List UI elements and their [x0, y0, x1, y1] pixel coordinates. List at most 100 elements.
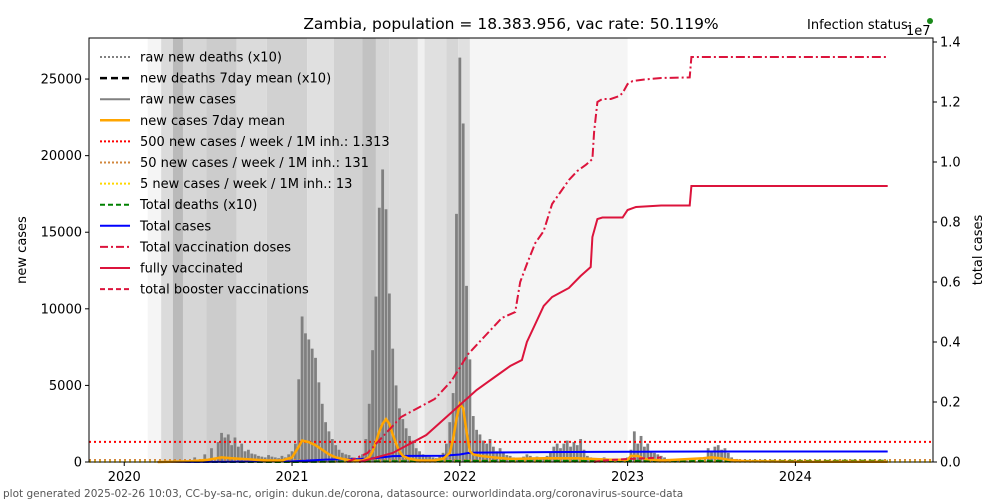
y-tick-label: 0 [74, 456, 82, 471]
booster-vaccinations-line [593, 456, 662, 463]
new-cases-bar [317, 382, 321, 462]
new-cases-bar [491, 446, 495, 462]
y-tick-label: 5000 [49, 379, 82, 394]
plot-frame [88, 37, 934, 463]
series-lines [157, 56, 888, 464]
new-cases-bar [337, 449, 341, 462]
legend-label: total booster vaccinations [140, 283, 309, 298]
new-cases-bar [243, 451, 247, 462]
new-cases-bar [233, 437, 237, 462]
new-cases-bar [401, 419, 405, 462]
y-right-tick-label: 0.8 [940, 216, 961, 231]
new-cases-bar [475, 429, 479, 462]
y-axis-right-ticks: 0.0 0.2 0.4 0.6 0.8 1.0 1.2 1.4 [933, 36, 961, 471]
new-cases-bar [247, 449, 250, 462]
y-tick-label: 25000 [41, 73, 82, 88]
x-tick-label: 2024 [779, 470, 812, 485]
legend-label: fully vaccinated [140, 262, 243, 277]
new-cases-bar [713, 446, 717, 462]
y-right-tick-label: 1.4 [940, 36, 961, 51]
x-tick-label: 2021 [275, 470, 308, 485]
new-cases-bar [542, 457, 546, 462]
y-axis-label: new cases [15, 216, 30, 284]
background-band [266, 38, 308, 462]
new-cases-bar [461, 123, 465, 462]
total-vaccination-doses-line [346, 56, 888, 463]
legend-label: new cases 7day mean [140, 114, 285, 129]
background-band [424, 38, 447, 462]
background-band [172, 38, 183, 462]
y-tick-label: 15000 [41, 226, 82, 241]
new-cases-bar [371, 350, 374, 462]
new-cases-bar [639, 435, 643, 462]
new-cases-bar [458, 57, 462, 463]
y-tick-label: 10000 [41, 302, 82, 317]
background-band [236, 38, 267, 462]
new-cases-bar [575, 445, 579, 462]
new-cases-bar [582, 449, 586, 462]
new-cases-bar [297, 379, 301, 462]
new-cases-bar [250, 453, 254, 462]
background-band [417, 38, 425, 462]
new-cases-bar [659, 455, 663, 462]
new-cases-bar [478, 434, 482, 462]
x-axis-ticks: 2020 2021 2022 2023 2024 [108, 462, 812, 485]
new-cases-bar [304, 333, 307, 462]
background-band [161, 38, 173, 462]
legend-label: raw new cases [140, 93, 236, 108]
new-cases-bar [716, 445, 720, 462]
total-deaths-line [157, 459, 888, 463]
y-right-tick-label: 1.2 [940, 96, 961, 111]
new-cases-bar [223, 437, 227, 462]
new-cases-bar [236, 446, 240, 462]
new-cases-bar [280, 455, 284, 462]
new-cases-bar [314, 357, 317, 462]
new-cases-bar [377, 207, 381, 462]
new-cases-bar [636, 443, 640, 462]
legend-label: 50 new cases / week / 1M inh.: 131 [140, 156, 369, 171]
new-cases-bar [210, 448, 213, 462]
new-cases-bar [374, 296, 378, 462]
new-cases-bar [569, 446, 572, 462]
new-cases-bar [307, 339, 311, 462]
new-cases-bar [267, 455, 270, 462]
new-cases-bar [632, 431, 636, 462]
new-cases-bar [220, 432, 223, 462]
new-cases-bar [398, 408, 401, 462]
new-cases-bar [240, 443, 244, 462]
footer-credit: plot generated 2025-02-26 10:03, CC-by-s… [3, 488, 683, 500]
new-cases-bar [559, 448, 562, 462]
x-tick-label: 2023 [611, 470, 644, 485]
x-tick-label: 2022 [443, 470, 476, 485]
y-right-tick-label: 0.4 [940, 336, 961, 351]
y-right-tick-label: 0.0 [940, 456, 961, 471]
new-cases-bar [468, 359, 472, 462]
new-cases-7day-mean-line [157, 400, 888, 464]
new-cases-bar [579, 439, 583, 462]
new-cases-bar [455, 213, 458, 462]
legend-label: Total vaccination doses [139, 240, 291, 255]
y-right-tick-label: 0.2 [940, 396, 961, 411]
background-band [333, 38, 363, 462]
legend-label: raw new deaths (x10) [140, 51, 282, 66]
new-cases-bar [649, 451, 653, 462]
new-cases-bar [646, 443, 650, 462]
new-cases-bar [653, 452, 656, 462]
fully-vaccinated-line [358, 185, 888, 463]
new-cases-bar [320, 403, 324, 462]
new-cases-bar [381, 169, 385, 463]
new-cases-bar [465, 285, 468, 462]
new-cases-bar [340, 452, 344, 462]
legend-label: 500 new cases / week / 1M inh.: 1.313 [140, 135, 390, 150]
infection-status-label: Infection status: [807, 18, 912, 33]
new-cases-bar [230, 445, 234, 462]
new-cases-bar [471, 416, 475, 462]
right-axis-offset-label: 1e7 [906, 24, 931, 39]
new-cases-bar [203, 454, 207, 462]
new-cases-bar [706, 448, 710, 462]
new-cases-bar [726, 452, 730, 462]
new-cases-bar [421, 454, 425, 462]
new-cases-bar [367, 403, 371, 462]
legend: raw new deaths (x10) new deaths 7day mean… [100, 51, 390, 298]
